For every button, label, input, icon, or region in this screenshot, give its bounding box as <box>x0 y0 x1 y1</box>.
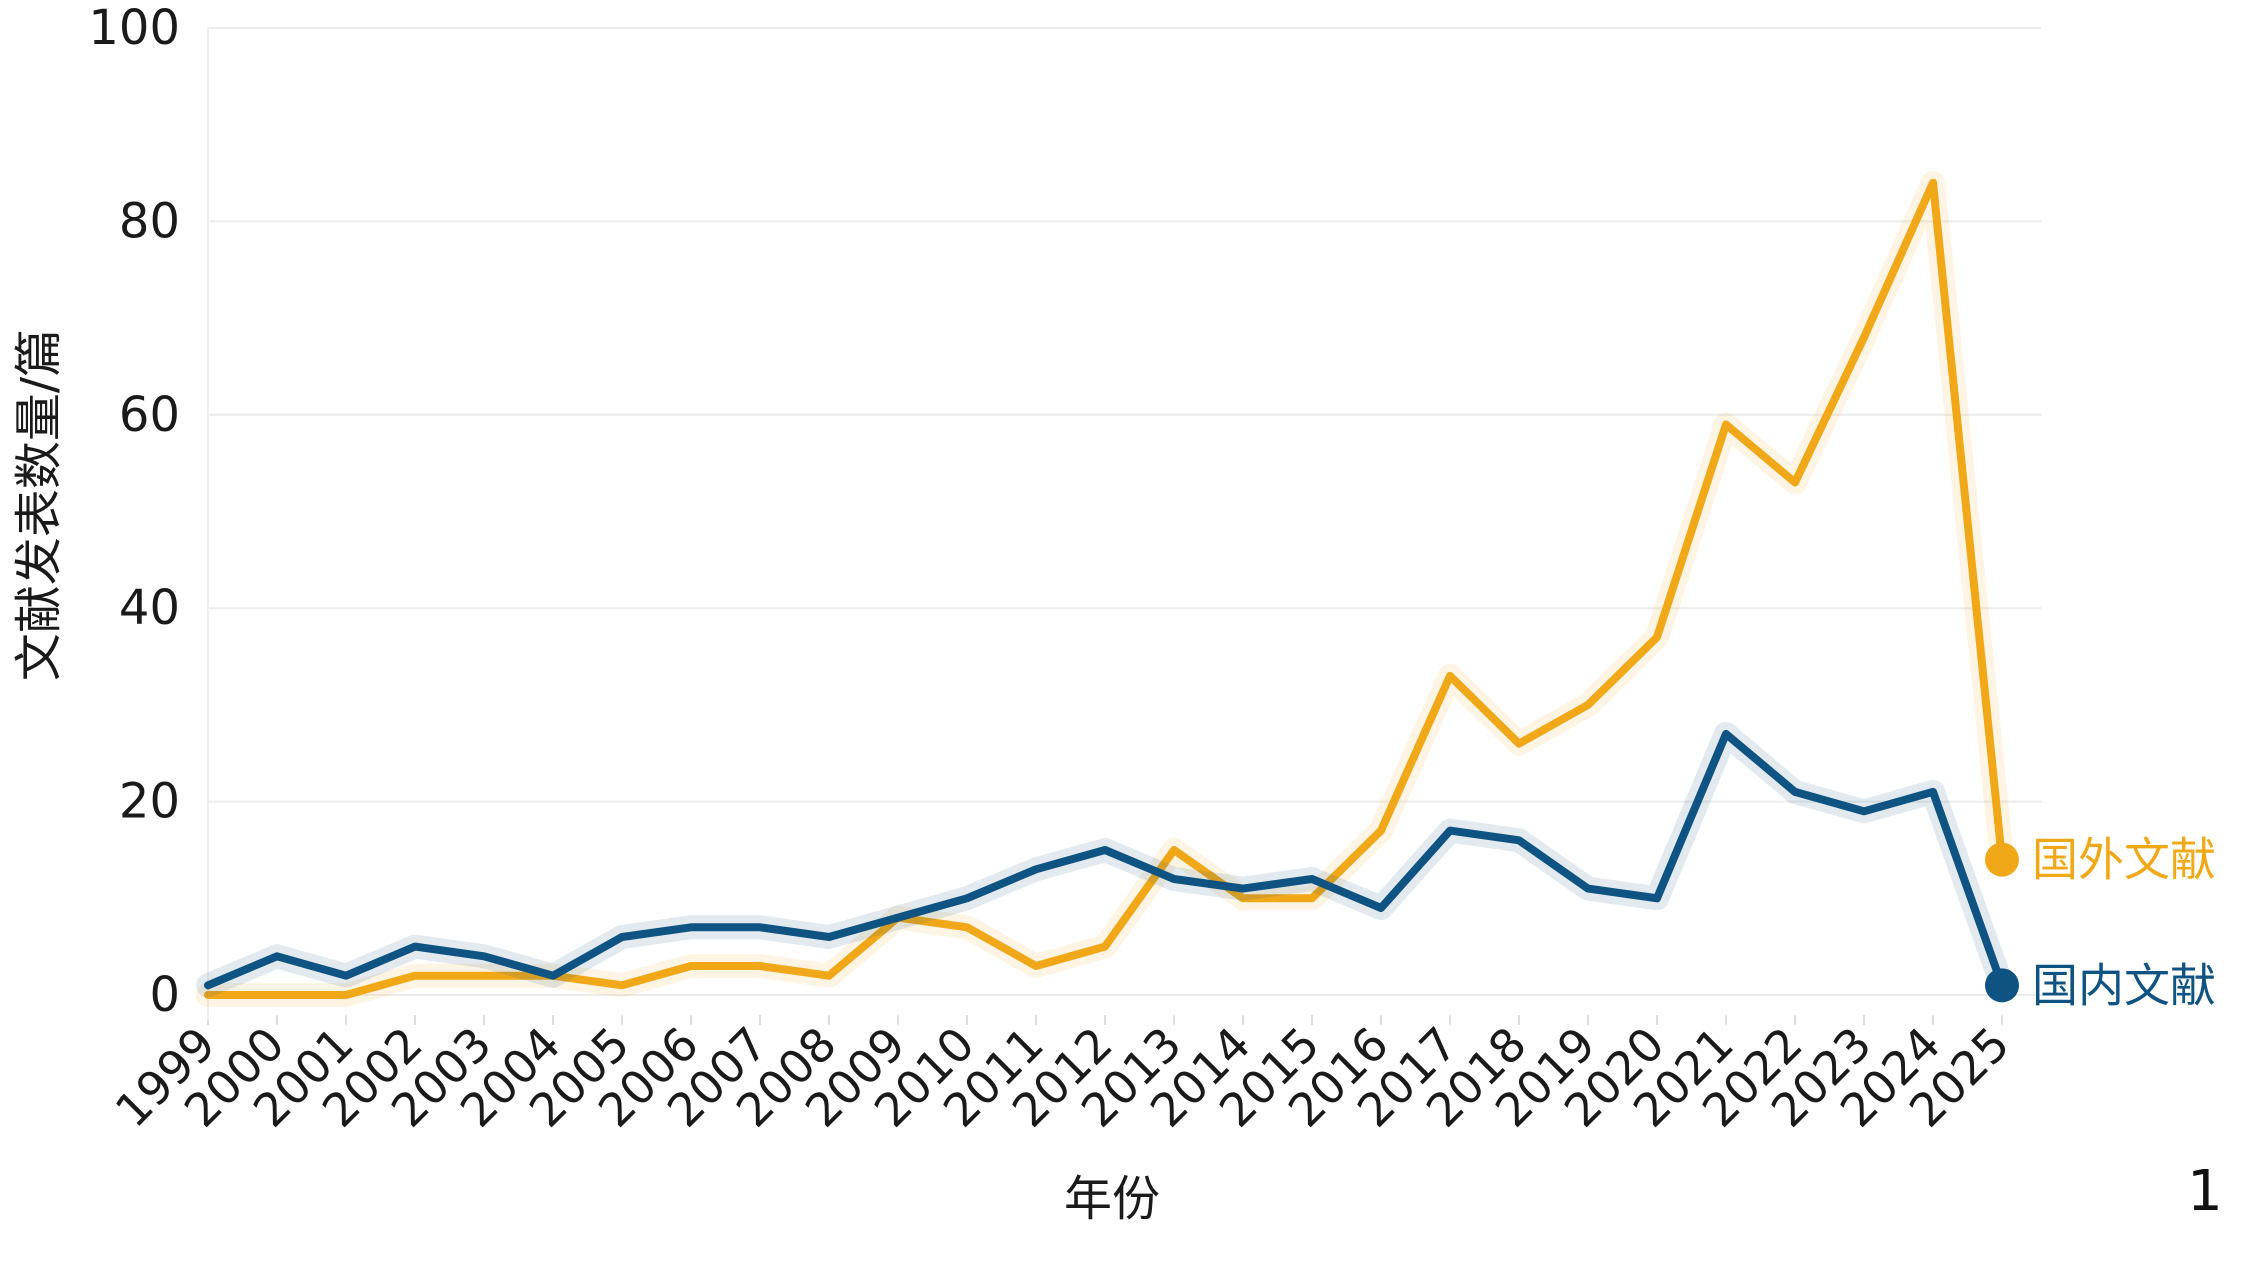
point-0-2002 <box>411 972 419 980</box>
x-axis-title: 年份 <box>1064 1171 1160 1227</box>
point-1-2017 <box>1446 827 1454 835</box>
point-1-2007 <box>756 923 764 931</box>
point-0-2024 <box>1929 179 1937 187</box>
point-0-2001 <box>342 991 350 999</box>
point-0-2011 <box>1032 962 1040 970</box>
point-1-2020 <box>1653 894 1661 902</box>
point-1-2021 <box>1722 730 1730 738</box>
point-0-2017 <box>1446 672 1454 680</box>
point-1-2003 <box>480 952 488 960</box>
point-1-2004 <box>549 972 557 980</box>
point-0-2008 <box>825 972 833 980</box>
point-1-2008 <box>825 933 833 941</box>
y-tick-labels: 0 20 40 60 80 100 <box>88 0 180 1023</box>
point-1-2006 <box>687 923 695 931</box>
point-0-2007 <box>756 962 764 970</box>
y-tick-label-100: 100 <box>88 0 180 56</box>
point-1-2002 <box>411 943 419 951</box>
point-0-2018 <box>1515 740 1523 748</box>
y-tick-label-60: 60 <box>119 387 180 443</box>
point-1-2010 <box>963 894 971 902</box>
point-1-1999 <box>204 981 212 989</box>
point-1-2009 <box>894 914 902 922</box>
series-end-marker-1 <box>1985 968 2019 1003</box>
point-0-2003 <box>480 972 488 980</box>
point-1-2018 <box>1515 836 1523 844</box>
x-tick-labels: 1999200020012002200320042005200620072008… <box>105 1017 2020 1138</box>
y-axis-title: 文献发表数量/篇 <box>11 329 67 681</box>
series-line-1 <box>204 729 2006 990</box>
series-label-1: 国内文献 <box>2032 958 2216 1012</box>
point-0-2019 <box>1584 701 1592 709</box>
point-0-2014 <box>1239 894 1247 902</box>
point-0-2010 <box>963 923 971 931</box>
point-1-2014 <box>1239 885 1247 893</box>
series-end-marker-0 <box>1985 842 2019 877</box>
point-1-2019 <box>1584 885 1592 893</box>
point-1-2016 <box>1377 904 1385 912</box>
y-tick-label-0: 0 <box>149 967 180 1023</box>
y-tick-label-80: 80 <box>119 193 180 249</box>
grid-lines <box>207 27 2042 1025</box>
series-lines <box>196 170 2014 1007</box>
y-tick-label-20: 20 <box>119 774 180 830</box>
point-0-2005 <box>618 981 626 989</box>
point-1-2012 <box>1101 846 1109 854</box>
point-0-2023 <box>1860 333 1868 341</box>
point-0-2000 <box>273 991 281 999</box>
point-1-2001 <box>342 972 350 980</box>
point-0-2015 <box>1308 894 1316 902</box>
point-0-2006 <box>687 962 695 970</box>
y-tick-label-40: 40 <box>119 580 180 636</box>
point-0-2021 <box>1722 420 1730 428</box>
point-1-2013 <box>1170 875 1178 883</box>
point-1-2011 <box>1032 865 1040 873</box>
point-1-2022 <box>1791 788 1799 796</box>
point-0-2016 <box>1377 827 1385 835</box>
panel-label: 1 <box>2187 1159 2223 1224</box>
series-label-0: 国外文献 <box>2032 833 2216 887</box>
point-1-2015 <box>1308 875 1316 883</box>
point-0-2022 <box>1791 478 1799 486</box>
point-0-2013 <box>1170 846 1178 854</box>
point-1-2000 <box>273 952 281 960</box>
point-1-2005 <box>618 933 626 941</box>
point-0-2012 <box>1101 943 1109 951</box>
point-0-2020 <box>1653 633 1661 641</box>
point-0-1999 <box>204 991 212 999</box>
series-line-0 <box>204 178 2006 999</box>
point-1-2023 <box>1860 807 1868 815</box>
point-1-2024 <box>1929 788 1937 796</box>
